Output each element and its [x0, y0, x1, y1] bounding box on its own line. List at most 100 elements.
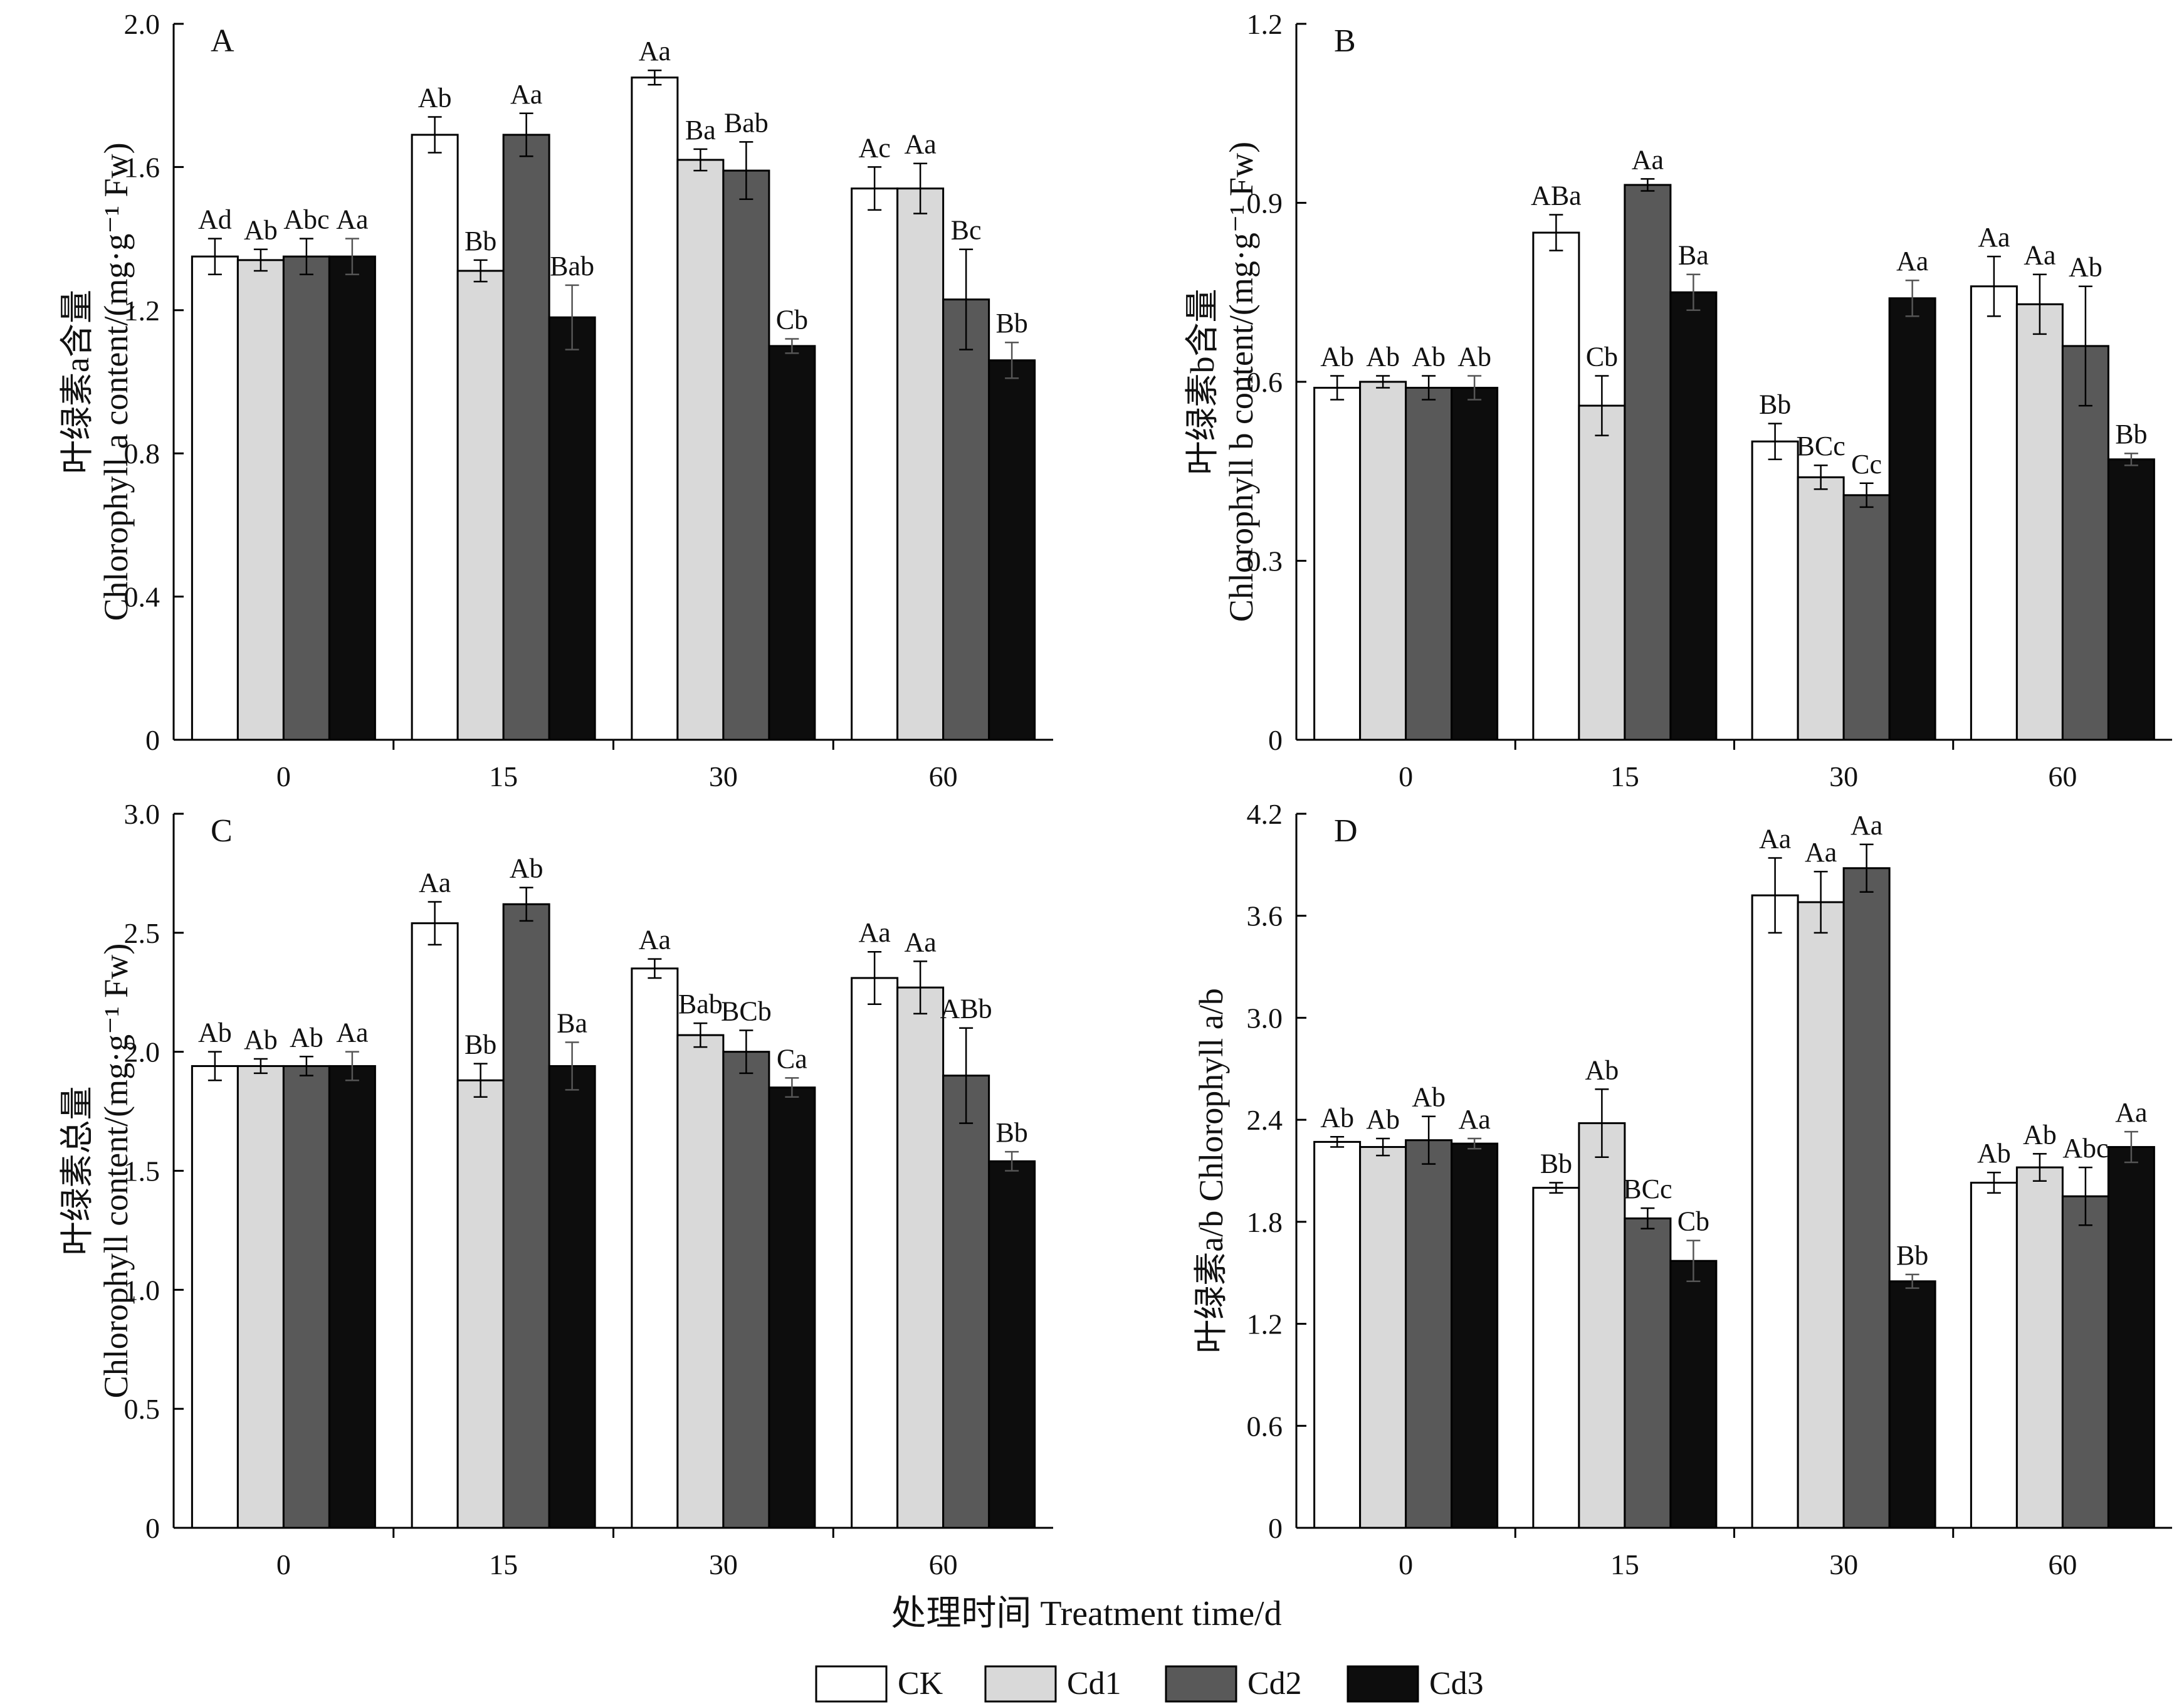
- legend-item-cd1: Cd1: [984, 1665, 1121, 1703]
- x-axis-title: 处理时间 Treatment time/d: [891, 1594, 1281, 1633]
- significance-label: Ca: [777, 1043, 807, 1074]
- significance-label: Ab: [1320, 341, 1354, 372]
- bar-cd2: [2061, 1195, 2109, 1529]
- significance-label: Aa: [2115, 1097, 2147, 1128]
- y-tick-label: 3.0: [1247, 1002, 1283, 1034]
- y-axis-title-b: 叶绿素b含量Chlorophyll b content/(mg·g⁻¹ Fw): [1184, 142, 1260, 622]
- bar-cd2: [282, 255, 330, 741]
- bar-cd3: [1888, 297, 1936, 741]
- y-tick-label: 0: [145, 724, 160, 756]
- significance-label: Ad: [198, 204, 232, 235]
- significance-label: Ab: [198, 1018, 232, 1048]
- legend-label-cd2: Cd2: [1247, 1666, 1302, 1701]
- bar-ck: [1751, 894, 1799, 1529]
- bar-cd1: [896, 187, 945, 741]
- significance-label: Ab: [1320, 1102, 1354, 1133]
- significance-label: Abc: [283, 204, 329, 235]
- y-axis-title-cn: 叶绿素b含量: [1184, 289, 1221, 475]
- significance-label: Cb: [776, 304, 808, 335]
- y-tick-label: 0.3: [1247, 545, 1283, 577]
- y-tick-label: 0: [1268, 724, 1283, 756]
- bar-cd1: [1578, 404, 1626, 741]
- y-tick-label: 0.6: [1247, 1410, 1283, 1442]
- significance-label: Ab: [1457, 341, 1491, 372]
- bar-cd1: [1359, 381, 1407, 741]
- bar-cd2: [1842, 494, 1891, 741]
- significance-label: Ab: [418, 82, 452, 113]
- significance-label: Ab: [2069, 252, 2103, 283]
- y-axis-title-d: 叶绿素a/b Chlorophyll a/b: [1192, 988, 1230, 1353]
- y-tick-label: 1.2: [1247, 1308, 1283, 1340]
- significance-label: Aa: [1851, 810, 1882, 841]
- significance-label: Ab: [244, 215, 278, 246]
- significance-label: BCc: [1797, 431, 1845, 461]
- x-tick-label: 15: [1610, 1549, 1639, 1580]
- y-axis-title-en: Chlorophyll content/(mg·g⁻¹ Fw): [97, 944, 135, 1399]
- bar-cd1: [2015, 1166, 2064, 1529]
- y-axis-title-en: Chlorophyll a content/(mg·g⁻¹ Fw): [97, 142, 135, 621]
- bar-cd1: [1797, 476, 1845, 741]
- x-tick-label: 60: [929, 1549, 958, 1580]
- bar-ck: [1970, 285, 2018, 741]
- significance-label: Aa: [419, 867, 451, 898]
- y-tick-label: 3.6: [1247, 900, 1283, 932]
- significance-label: Aa: [336, 204, 368, 235]
- panel-c: 0 0.5 1.0 1.5 2.0 2.5 3.0 0 15 30 60 Ab Aa Aa Aa Ab Bb Ba…: [58, 798, 1053, 1580]
- x-tick-label: 15: [1610, 760, 1639, 792]
- bar-cd3: [548, 1065, 596, 1529]
- bar-cd2: [1405, 1139, 1453, 1529]
- significance-label: Ba: [557, 1007, 587, 1038]
- bar-ck: [851, 977, 899, 1529]
- significance-label: BCc: [1623, 1174, 1672, 1204]
- bar-cd2: [502, 134, 550, 741]
- x-tick-label: 0: [1399, 760, 1413, 792]
- bar-cd3: [1888, 1280, 1936, 1529]
- x-tick-label: 30: [709, 760, 738, 792]
- significance-label: Aa: [639, 925, 671, 955]
- significance-label: Ab: [1412, 1082, 1446, 1113]
- bar-ck: [191, 255, 239, 741]
- significance-label: Bb: [995, 1117, 1027, 1148]
- significance-label: Aa: [2024, 240, 2055, 271]
- y-tick-label: 3.0: [124, 798, 160, 830]
- bar-cd1: [456, 270, 505, 741]
- significance-label: Aa: [510, 79, 542, 110]
- legend-swatch-cd2: [1165, 1665, 1237, 1703]
- significance-label: Ab: [244, 1024, 278, 1055]
- bar-ck: [411, 134, 459, 741]
- bar-cd3: [1669, 1260, 1718, 1529]
- y-tick-label: 2.0: [124, 8, 160, 40]
- significance-label: Aa: [1458, 1104, 1490, 1135]
- y-tick-label: 2.5: [124, 917, 160, 949]
- bar-cd3: [2107, 458, 2155, 741]
- significance-label: Aa: [904, 129, 936, 160]
- significance-label: Cb: [1677, 1206, 1709, 1237]
- bar-cd1: [896, 986, 945, 1529]
- legend-item-ck: CK: [815, 1665, 943, 1703]
- bar-cd1: [676, 159, 725, 741]
- bar-ck: [191, 1065, 239, 1529]
- bar-cd1: [236, 1065, 285, 1529]
- significance-label: Aa: [639, 36, 671, 66]
- y-tick-label: 0.8: [124, 438, 160, 470]
- bar-cd2: [722, 1051, 770, 1529]
- x-tick-label: 60: [2048, 1549, 2077, 1580]
- significance-label: Ab: [1977, 1138, 2011, 1169]
- significance-label: Bb: [465, 226, 496, 256]
- y-tick-label: 0.9: [1247, 187, 1283, 219]
- significance-label: Ba: [1678, 240, 1709, 271]
- panel-tag-d: D: [1334, 813, 1358, 849]
- significance-label: Bb: [1540, 1148, 1572, 1179]
- bar-ck: [851, 187, 899, 741]
- significance-label: Ab: [510, 853, 543, 884]
- significance-label: Aa: [1759, 824, 1791, 855]
- significance-label: Aa: [904, 927, 936, 957]
- significance-label: Ab: [1585, 1054, 1619, 1085]
- bar-ck: [1532, 231, 1580, 741]
- bar-cd1: [1578, 1122, 1626, 1529]
- significance-label: Bab: [550, 251, 594, 281]
- significance-label: Cc: [1851, 449, 1882, 480]
- significance-label: Bab: [678, 989, 723, 1019]
- bar-cd3: [1451, 387, 1499, 741]
- y-tick-label: 0.4: [124, 581, 160, 613]
